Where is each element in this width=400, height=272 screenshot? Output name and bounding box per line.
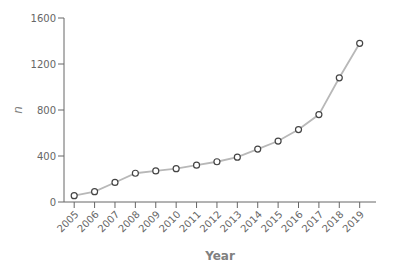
svg-text:2015: 2015 xyxy=(259,209,285,235)
svg-text:2011: 2011 xyxy=(177,209,203,235)
svg-text:2017: 2017 xyxy=(300,209,326,235)
svg-text:0: 0 xyxy=(50,197,56,208)
svg-text:2019: 2019 xyxy=(340,209,366,235)
svg-text:n: n xyxy=(11,106,25,114)
svg-text:2010: 2010 xyxy=(157,209,183,235)
svg-text:1600: 1600 xyxy=(31,13,56,24)
svg-text:800: 800 xyxy=(37,105,56,116)
svg-text:2012: 2012 xyxy=(198,209,224,235)
svg-text:2009: 2009 xyxy=(136,209,162,235)
svg-text:2018: 2018 xyxy=(320,209,346,235)
svg-text:2008: 2008 xyxy=(116,209,142,235)
svg-text:2016: 2016 xyxy=(279,209,305,235)
svg-text:2013: 2013 xyxy=(218,209,244,235)
svg-text:2014: 2014 xyxy=(238,209,264,235)
svg-text:1200: 1200 xyxy=(31,59,56,70)
svg-text:2006: 2006 xyxy=(75,209,101,235)
svg-text:400: 400 xyxy=(37,151,56,162)
svg-text:2005: 2005 xyxy=(55,209,81,235)
svg-text:Year: Year xyxy=(204,249,235,263)
svg-text:2007: 2007 xyxy=(96,209,122,235)
